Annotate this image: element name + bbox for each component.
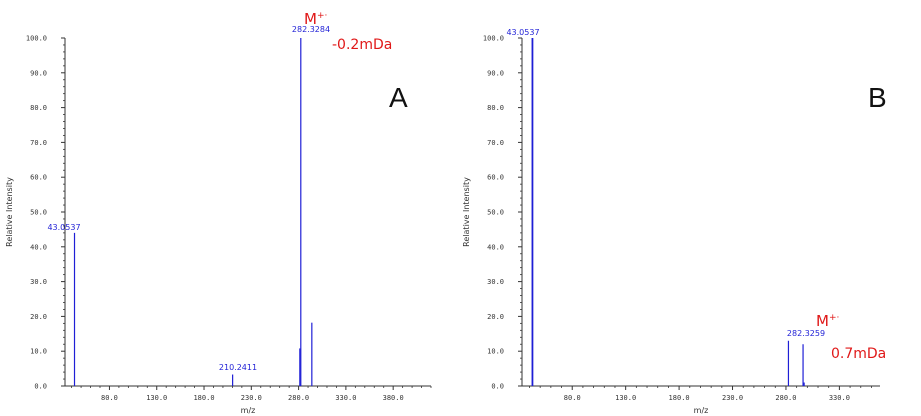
spectrum-panel-b: 0.0 10.0 20.0 30.0 40.0 50.0 60.0 70.0 80.0 90.0 1… (462, 28, 887, 415)
y-tick-label: 100.0 (26, 35, 47, 43)
peak-label: 282.3259 (787, 329, 825, 338)
y-tick-label: 90.0 (30, 69, 47, 77)
y-tick-label: 60.0 (30, 174, 47, 182)
x-tick-label: 280.0 (775, 394, 796, 402)
x-tick-label: 330.0 (335, 394, 356, 402)
x-tick-label: 380.0 (383, 394, 404, 402)
peak-label: 43.0537 (506, 28, 539, 37)
peak-label: 43.0537 (47, 223, 80, 232)
y-tick-label: 70.0 (487, 139, 504, 147)
y-axis-title: Relative Intensity (462, 177, 471, 247)
y-tick-label: 80.0 (487, 104, 504, 112)
y-tick-label: 0.0 (491, 383, 504, 391)
peak-label: 210.2411 (219, 363, 257, 372)
y-tick-label: 60.0 (487, 174, 504, 182)
y-tick-label: 30.0 (30, 278, 47, 286)
molecular-ion-annotation: M+· (304, 10, 327, 28)
y-tick-label: 40.0 (30, 243, 47, 251)
molecular-ion-symbol: M (816, 312, 829, 330)
mass-error-annotation: 0.7mDa (831, 346, 886, 362)
x-tick-label: 80.0 (101, 394, 118, 402)
y-tick-label: 90.0 (487, 69, 504, 77)
x-tick-label: 230.0 (722, 394, 743, 402)
x-tick-label: 280.0 (288, 394, 309, 402)
x-tick-label: 180.0 (669, 394, 690, 402)
y-tick-label: 0.0 (34, 383, 47, 391)
x-tick-label: 230.0 (241, 394, 262, 402)
y-tick-label: 70.0 (30, 139, 47, 147)
y-tick-label: 10.0 (487, 348, 504, 356)
peak-label: 282.3284 (292, 25, 330, 34)
y-tick-label: 30.0 (487, 278, 504, 286)
x-tick-label: 130.0 (615, 394, 636, 402)
x-tick-label: 130.0 (146, 394, 167, 402)
x-axis-title: m/z (241, 406, 256, 415)
panel-letter: A (389, 82, 408, 113)
y-axis-title: Relative Intensity (5, 177, 14, 247)
x-axis-title: m/z (694, 406, 709, 415)
y-tick-label: 20.0 (487, 313, 504, 321)
molecular-ion-symbol: M (304, 10, 317, 28)
y-tick-label: 100.0 (483, 35, 504, 43)
y-tick-label: 80.0 (30, 104, 47, 112)
y-tick-label: 50.0 (30, 209, 47, 217)
y-tick-label: 10.0 (30, 348, 47, 356)
molecular-ion-annotation: M+· (816, 312, 839, 330)
y-tick-label: 40.0 (487, 243, 504, 251)
spectrum-panel-a: 0.0 10.0 20.0 30.0 40.0 50.0 60.0 70.0 80.0 90.0 1… (5, 10, 432, 415)
mass-error-annotation: -0.2mDa (332, 37, 392, 53)
molecular-ion-charge: +· (829, 313, 839, 323)
x-tick-label: 180.0 (193, 394, 214, 402)
molecular-ion-charge: +· (317, 11, 327, 21)
panel-letter: B (868, 82, 887, 113)
x-tick-label: 80.0 (564, 394, 581, 402)
y-tick-label: 50.0 (487, 209, 504, 217)
x-tick-label: 330.0 (829, 394, 850, 402)
y-tick-label: 20.0 (30, 313, 47, 321)
